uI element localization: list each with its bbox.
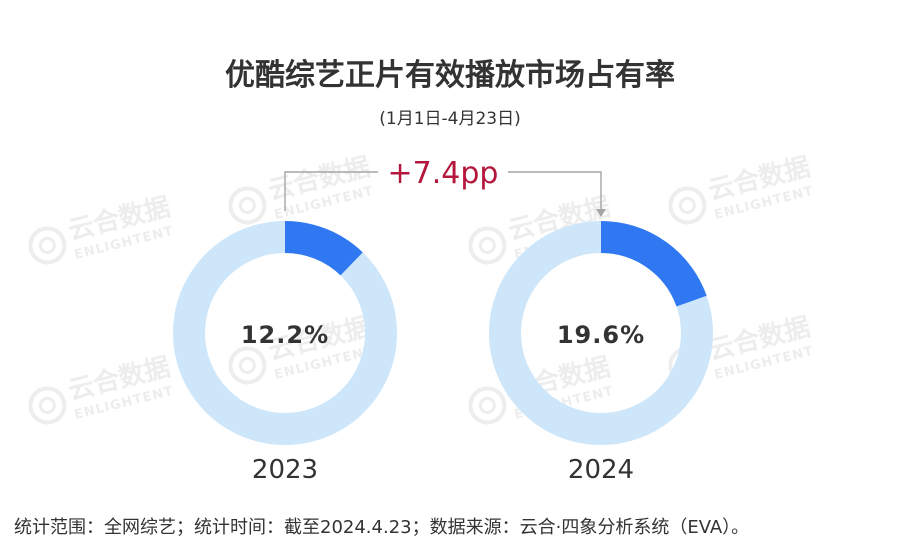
- donut-2023: 12.2% 2023: [173, 221, 397, 485]
- watermark-logo-inner: [478, 396, 496, 414]
- delta-connector-line: [284, 171, 602, 211]
- donut-share-slice: [173, 221, 397, 445]
- watermark-logo-inner: [478, 236, 496, 254]
- chart-subtitle: (1月1日-4月23日): [379, 109, 521, 129]
- donut-category-label: 2023: [252, 455, 318, 485]
- watermark-logo-inner: [38, 396, 56, 414]
- delta-arrow-icon: [596, 209, 606, 217]
- watermark-logo-inner: [678, 196, 696, 214]
- donut-category-label: 2024: [568, 455, 634, 485]
- footnote: 统计范围：全网综艺；统计时间：截至2024.4.23；数据来源：云合·四象分析系…: [14, 517, 750, 538]
- watermark-logo-icon: [468, 226, 507, 265]
- delta-label: +7.4pp: [388, 156, 499, 191]
- delta-annotation: +7.4pp: [284, 156, 606, 217]
- watermark-logo-icon: [228, 186, 267, 225]
- watermark-logo-icon: [668, 186, 707, 225]
- watermark-logo-icon: [28, 226, 67, 265]
- watermark-logo-icon: [228, 346, 267, 385]
- donut-2024: 19.6% 2024: [489, 221, 713, 485]
- donut-share-slice: [489, 221, 713, 445]
- donut-value-label: 12.2%: [241, 321, 329, 349]
- watermark-logo-inner: [238, 196, 256, 214]
- watermark-logo-inner: [238, 356, 256, 374]
- watermark-logo-inner: [38, 236, 56, 254]
- watermark-logo-icon: [28, 386, 67, 425]
- watermark-logo-icon: [468, 386, 507, 425]
- donut-value-label: 19.6%: [557, 321, 645, 349]
- chart-title: 优酷综艺正片有效播放市场占有率: [225, 58, 675, 93]
